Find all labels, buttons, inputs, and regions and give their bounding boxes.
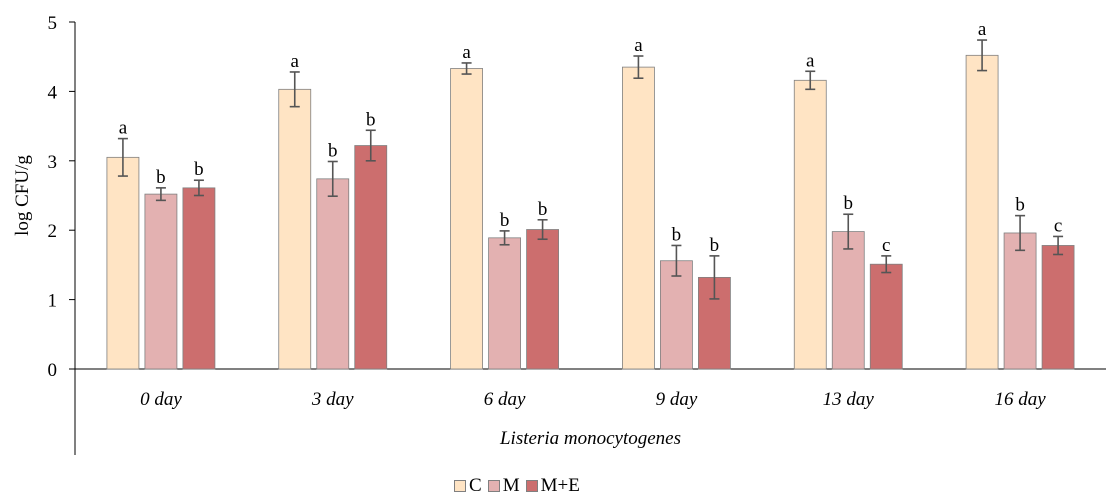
- significance-letter-M-5: b: [1015, 195, 1025, 216]
- y-tick-label-1: 1: [48, 291, 58, 312]
- significance-letter-C-1: a: [291, 51, 300, 72]
- y-tick-label-2: 2: [48, 221, 58, 242]
- significance-letter-M+E-1: b: [366, 109, 376, 130]
- bar-M-16-day: [1003, 232, 1037, 370]
- chart-legend: C M M+E: [454, 475, 586, 497]
- significance-letter-C-2: a: [462, 42, 471, 63]
- bar-M+E-0-day: [182, 187, 216, 370]
- bar-M-0-day: [144, 193, 178, 370]
- legend-swatch-m-e: [525, 480, 538, 492]
- bar-C-16-day: [965, 54, 999, 370]
- bar-M+E-3-day: [354, 145, 388, 370]
- significance-letter-M+E-5: c: [1054, 215, 1062, 236]
- significance-letter-M-4: b: [844, 193, 854, 214]
- significance-letter-C-5: a: [978, 19, 987, 40]
- chart-labels: 0 1 2 3 4 5 a b b 0 day a b b 3 day a b b 6 day a b b 9 day a b…: [48, 13, 1063, 410]
- x-axis-label: Listeria monocytogenes: [499, 428, 681, 449]
- chart-bars: [106, 39, 1075, 370]
- bar-M-13-day: [831, 231, 865, 370]
- y-tick-label-3: 3: [48, 152, 58, 173]
- significance-letter-M-3: b: [672, 224, 682, 245]
- bar-M-6-day: [488, 237, 521, 370]
- significance-letter-C-0: a: [119, 118, 128, 139]
- significance-letter-M+E-4: c: [882, 235, 890, 256]
- bar-M+E-6-day: [526, 229, 559, 370]
- y-tick-label-0: 0: [48, 360, 58, 381]
- x-tick-label-16-day: 16 day: [994, 389, 1046, 410]
- significance-letter-C-4: a: [806, 50, 815, 71]
- significance-letter-M+E-0: b: [194, 159, 204, 180]
- chart-axes: [69, 21, 1106, 455]
- significance-letter-M-1: b: [328, 140, 338, 161]
- y-tick-label-4: 4: [48, 82, 58, 103]
- significance-letter-M-0: b: [156, 167, 166, 188]
- bar-M-9-day: [660, 260, 693, 370]
- bar-C-6-day: [450, 68, 483, 370]
- legend-label-m: M: [502, 475, 520, 496]
- x-tick-label-9-day: 9 day: [656, 389, 698, 410]
- x-tick-label-13-day: 13 day: [823, 389, 875, 410]
- significance-letter-C-3: a: [634, 35, 643, 56]
- bar-M+E-13-day: [869, 263, 903, 370]
- legend-swatch-m: [487, 480, 500, 492]
- y-axis-label: log CFU/g: [12, 155, 33, 236]
- x-tick-label-3-day: 3 day: [311, 389, 354, 410]
- legend-swatch-c: [454, 480, 466, 492]
- bar-C-0-day: [106, 156, 140, 370]
- bar-M+E-16-day: [1041, 245, 1075, 370]
- significance-letter-M+E-2: b: [538, 199, 548, 220]
- x-tick-label-6-day: 6 day: [484, 389, 526, 410]
- y-tick-label-5: 5: [48, 13, 58, 34]
- legend-label-c: C: [469, 475, 482, 496]
- legend-item-c: C: [454, 475, 482, 497]
- x-tick-label-0-day: 0 day: [140, 389, 182, 410]
- bar-M-3-day: [316, 178, 350, 370]
- legend-item-m-e: M+E: [525, 475, 580, 497]
- bar-C-3-day: [278, 88, 312, 370]
- bar-C-13-day: [793, 79, 827, 370]
- bar-C-9-day: [622, 66, 655, 370]
- bar-chart: 0 1 2 3 4 5 a b b 0 day a b b 3 day a b b 6 day a b b 9 day a b…: [12, 13, 1106, 455]
- legend-item-m: M: [487, 475, 520, 497]
- significance-letter-M-2: b: [500, 210, 510, 231]
- significance-letter-M+E-3: b: [710, 235, 720, 256]
- legend-label-m-e: M+E: [540, 475, 580, 496]
